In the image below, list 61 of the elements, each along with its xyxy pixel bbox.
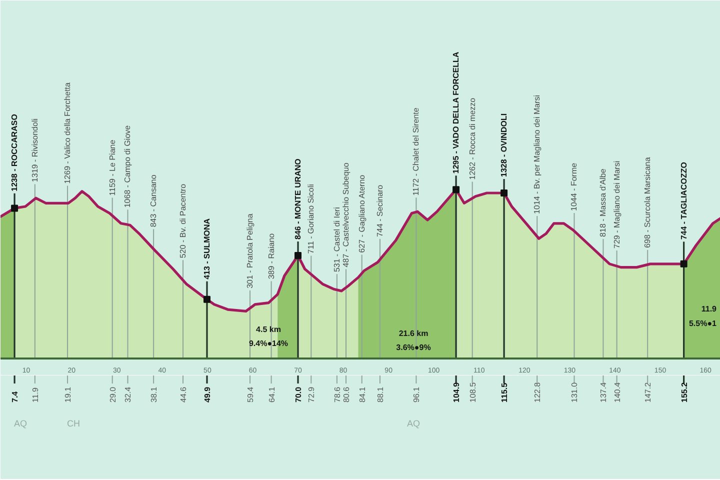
ref-line-label: 1068 - Campo di Giove — [123, 124, 132, 208]
ref-line-label: 1172 - Chalet del Sirente — [412, 107, 421, 196]
text: 38.1 — [150, 386, 159, 402]
text: 49.9 — [202, 386, 212, 402]
text: 137.4 — [599, 382, 608, 402]
text: 115.5 — [500, 382, 510, 402]
ref-line-label: 1328 - OVINDOLI — [500, 113, 509, 178]
text: AQ — [14, 418, 28, 428]
text: 155.2 — [680, 382, 689, 402]
ref-line-label: 1319 - Rivisondoli — [30, 118, 40, 182]
ref-line-label: 818 - Massa d'Albe — [598, 168, 608, 237]
text: 11.9 — [30, 386, 40, 402]
text: 88.1 — [376, 386, 385, 402]
ref-line-label: 843 - Cansano — [149, 174, 158, 228]
ref-line-label: 1262 - Rocca di mezzo — [468, 97, 477, 180]
ref-line-label: 487 - Castelvecchio Subequo — [342, 162, 351, 268]
annotation: 4.5 km — [256, 325, 281, 334]
text: 7.4 — [10, 390, 20, 402]
text: 131.0 — [570, 382, 580, 402]
ref-line-label: 1269 - Valico della Forchetta — [63, 82, 72, 184]
ref-line-label: 1295 - VADO DELLA FORCELLA — [452, 52, 461, 174]
text: 108.5 — [468, 382, 478, 402]
text: 78.6 — [332, 386, 342, 402]
ref-line-label: 1014 - Bv. per Magliano dei Marsi — [532, 94, 542, 214]
text: 84.1 — [358, 386, 367, 402]
ref-line-label: 729 - Magliano dei Marsi — [612, 160, 622, 248]
text: 29.0 — [108, 386, 118, 402]
ref-line-label: 520 - Bv. di Pacentro — [178, 183, 188, 258]
text: CH — [67, 418, 80, 428]
text: 80.6 — [342, 386, 352, 402]
text: 104.9 — [452, 382, 462, 402]
ref-line-label: 698 - Scurcola Marsicana — [643, 156, 652, 248]
ref-line-label: 413 - SULMONA — [202, 218, 212, 280]
ref-line-label: 744 - Secinaro — [375, 184, 384, 237]
text: 96.1 — [412, 386, 422, 402]
ref-line-label: 627 - Gagliano Aterno — [357, 174, 366, 253]
text: 72.9 — [307, 386, 316, 402]
annotation: 21.6 km — [398, 329, 428, 338]
text: 59.4 — [246, 386, 256, 402]
ref-line-label: 301 - Pratola Peligna — [246, 213, 255, 288]
ref-line-label: 1238 - ROCCARASO — [10, 114, 20, 192]
annotation: 5.5%●1 — [688, 319, 718, 328]
ref-line-label: 744 - TAGLIACOZZO — [679, 162, 688, 240]
text: 64.1 — [267, 386, 276, 402]
text: 32.4 — [124, 386, 133, 402]
text: 122.8 — [533, 382, 542, 402]
annotation: 3.6%●9% — [396, 343, 431, 352]
annotation: 11.9 — [701, 304, 718, 314]
text: AQ — [407, 418, 420, 428]
ref-line-label: 531 - Castel di Ieri — [332, 206, 342, 272]
text: 19.1 — [64, 386, 73, 402]
annotation: 9.4%●14% — [248, 339, 288, 348]
ref-line-label: 1044 - Forme — [570, 162, 579, 211]
ref-line-label: 389 - Raiano — [266, 232, 276, 280]
text: 140.4 — [612, 382, 622, 402]
text: 44.6 — [178, 386, 188, 402]
text: 70.0 — [294, 386, 304, 402]
ref-line-label: 846 - MONTE URANO — [294, 158, 303, 240]
ref-line-label: 1159 - Le Piane — [108, 139, 117, 196]
text: 147.2 — [644, 382, 653, 402]
ref-line-label: 711 - Goriano Sicoli — [306, 184, 316, 254]
